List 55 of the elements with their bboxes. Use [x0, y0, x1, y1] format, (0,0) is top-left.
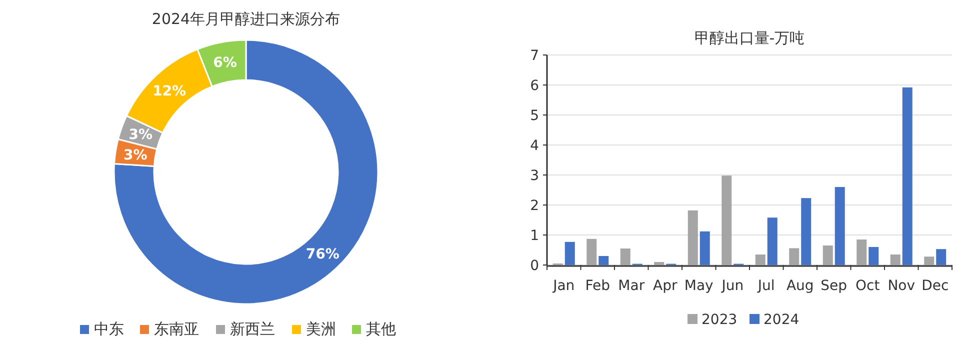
y-tick-label: 2	[530, 198, 539, 214]
x-tick-label: Nov	[888, 278, 916, 294]
data-label: 6%	[213, 54, 237, 71]
chart-title: 甲醇出口量-万吨	[694, 29, 805, 47]
x-tick-label: Aug	[786, 278, 814, 294]
x-tick-label: Feb	[585, 278, 610, 294]
bar	[755, 254, 766, 265]
donut-slice	[114, 39, 379, 305]
bar	[700, 231, 710, 265]
x-tick-label: Apr	[653, 278, 678, 294]
x-tick-label: Sep	[820, 278, 848, 294]
bar	[722, 176, 732, 265]
x-tick-label: Mar	[618, 278, 645, 294]
legend-label: 美洲	[306, 320, 336, 338]
legend-label: 中东	[94, 320, 124, 338]
y-tick-label: 7	[530, 48, 539, 64]
y-tick-label: 6	[530, 78, 540, 94]
bar	[936, 249, 946, 265]
legend-label: 其他	[366, 320, 396, 338]
bar	[856, 240, 867, 265]
legend-label: 新西兰	[230, 320, 275, 338]
x-tick-label: Jan	[552, 278, 575, 294]
data-label: 12%	[152, 83, 186, 100]
bar	[801, 198, 812, 265]
bar	[767, 218, 778, 265]
data-label: 3%	[128, 127, 153, 144]
x-tick-label: Oct	[856, 278, 880, 294]
y-tick-label: 0	[530, 258, 539, 274]
chart-title: 2024年月甲醇进口来源分布	[152, 10, 340, 28]
bar	[868, 247, 879, 265]
x-tick-label: May	[684, 278, 714, 294]
x-tick-label: Jun	[720, 278, 744, 294]
bar	[586, 238, 597, 265]
legend-label: 2024	[764, 312, 800, 328]
bar	[564, 242, 575, 265]
data-label: 76%	[306, 246, 340, 263]
data-label: 3%	[123, 147, 148, 164]
bar	[654, 262, 664, 265]
y-tick-label: 4	[530, 138, 540, 154]
x-tick-label: Jul	[756, 278, 775, 294]
bar	[924, 256, 934, 265]
legend-label: 东南亚	[154, 320, 199, 338]
x-tick-label: Dec	[922, 278, 949, 294]
y-tick-label: 3	[530, 168, 539, 184]
y-tick-label: 5	[530, 108, 539, 124]
legend-label: 2023	[702, 312, 738, 328]
bar	[598, 256, 609, 265]
bar	[890, 254, 900, 265]
bar	[620, 248, 630, 265]
bar	[822, 246, 833, 265]
bar	[902, 87, 912, 265]
y-tick-label: 1	[530, 228, 539, 244]
bar	[789, 248, 800, 265]
bar	[688, 210, 698, 265]
bar	[834, 187, 845, 265]
